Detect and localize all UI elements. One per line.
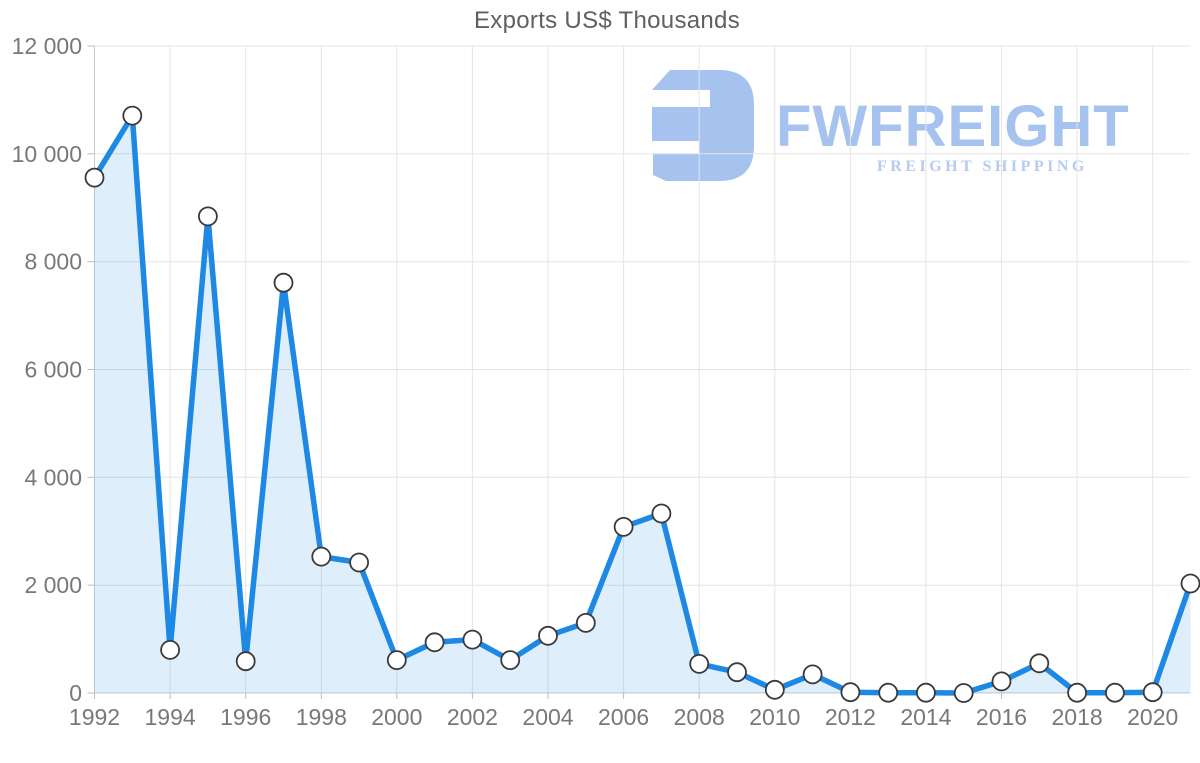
- data-point: [84, 167, 105, 188]
- y-tick-label: 12 000: [12, 33, 82, 59]
- x-tick-label: 2008: [674, 704, 725, 730]
- fwfreight-logo-icon: [652, 70, 754, 181]
- data-point: [1142, 682, 1163, 703]
- data-point: [273, 272, 294, 293]
- data-point: [424, 632, 445, 653]
- data-point: [1180, 573, 1200, 594]
- data-point: [613, 517, 634, 537]
- x-tick-label: 2016: [976, 704, 1027, 730]
- y-tick-label: 4 000: [24, 464, 82, 490]
- data-point: [349, 552, 370, 573]
- data-point: [953, 683, 974, 703]
- data-point: [197, 206, 218, 227]
- data-point: [689, 654, 710, 674]
- data-point: [727, 662, 747, 683]
- data-point: [1105, 682, 1125, 703]
- y-tick-label: 8 000: [24, 249, 82, 275]
- data-point: [802, 664, 823, 685]
- data-point: [575, 613, 596, 633]
- x-tick-label: 1994: [145, 704, 196, 730]
- y-tick-label: 0: [69, 680, 82, 706]
- x-tick-label: 1998: [296, 704, 347, 730]
- logo-mark-shape: [652, 70, 754, 181]
- data-point: [840, 682, 861, 703]
- data-point: [538, 625, 558, 646]
- area-fill: [94, 115, 1191, 694]
- x-tick-label: 2006: [598, 704, 649, 730]
- x-tick-label: 2020: [1127, 704, 1178, 730]
- y-tick-label: 6 000: [24, 357, 82, 383]
- data-point: [878, 682, 899, 703]
- x-tick-label: 1992: [69, 704, 120, 730]
- data-point: [991, 671, 1012, 692]
- data-point: [1029, 653, 1050, 674]
- x-tick-label: 2014: [900, 704, 951, 730]
- chart-title: Exports US$ Thousands: [474, 7, 740, 34]
- x-tick-label: 1996: [220, 704, 271, 730]
- x-tick-label: 2012: [825, 704, 876, 730]
- data-point: [651, 503, 672, 524]
- logo-subtitle: FREIGHT SHIPPING: [877, 158, 1088, 175]
- data-point: [916, 682, 936, 703]
- data-point: [122, 105, 143, 126]
- logo-wordmark: FWFREIGHT: [776, 94, 1130, 159]
- watermark-logo: FWFREIGHT FREIGHT SHIPPING: [648, 70, 1148, 185]
- data-point: [1067, 682, 1087, 703]
- x-tick-label: 2000: [371, 704, 422, 730]
- data-point: [462, 629, 483, 650]
- x-tick-label: 2002: [447, 704, 498, 730]
- data-point: [500, 650, 521, 670]
- data-point: [235, 651, 256, 672]
- data-point: [386, 650, 407, 670]
- data-point: [311, 546, 332, 567]
- data-point: [764, 679, 785, 700]
- x-tick-label: 2018: [1052, 704, 1103, 730]
- x-tick-label: 2004: [522, 704, 573, 730]
- x-tick-label: 2010: [749, 704, 800, 730]
- data-point: [160, 640, 181, 660]
- y-tick-label: 10 000: [12, 141, 82, 167]
- y-tick-label: 2 000: [24, 572, 82, 598]
